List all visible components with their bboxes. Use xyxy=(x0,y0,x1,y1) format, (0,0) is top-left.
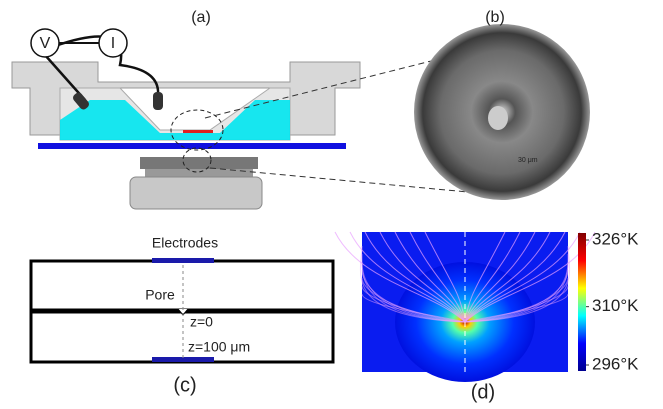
label: Pore xyxy=(145,287,175,303)
field-line xyxy=(424,231,466,323)
field-line xyxy=(464,245,571,323)
colorbar xyxy=(578,233,586,371)
colorbar-label: 296°K xyxy=(592,354,639,373)
field-line xyxy=(464,231,506,323)
field-line xyxy=(464,253,569,323)
meter-label: V xyxy=(40,35,51,52)
cell-diagram xyxy=(29,258,335,364)
micrograph xyxy=(488,106,508,130)
field-line xyxy=(409,231,466,323)
panel-label: (b) xyxy=(485,9,505,26)
field-line xyxy=(361,253,466,323)
field-line xyxy=(364,231,466,323)
field-line xyxy=(394,231,466,323)
apparatus xyxy=(11,28,501,210)
meter-label: I xyxy=(111,35,115,52)
field-line xyxy=(464,231,536,323)
field-line xyxy=(464,231,551,323)
colorbar-label: 326°K xyxy=(592,229,639,248)
label: Electrodes xyxy=(152,235,218,251)
field-line xyxy=(334,231,466,323)
field-line xyxy=(464,231,566,323)
panel-label: (c) xyxy=(173,374,196,396)
field-line xyxy=(349,231,466,323)
label: z=0 xyxy=(190,314,213,330)
field-line xyxy=(464,231,581,323)
panel-label: (a) xyxy=(191,9,211,26)
scale-bar-label: 30 μm xyxy=(518,157,538,164)
field-line xyxy=(464,231,521,323)
field-line xyxy=(359,245,466,323)
field-line xyxy=(379,231,466,323)
label: z=100 μm xyxy=(188,339,250,355)
colorbar-label: 310°K xyxy=(592,296,639,315)
panel-label: (d) xyxy=(471,381,495,403)
